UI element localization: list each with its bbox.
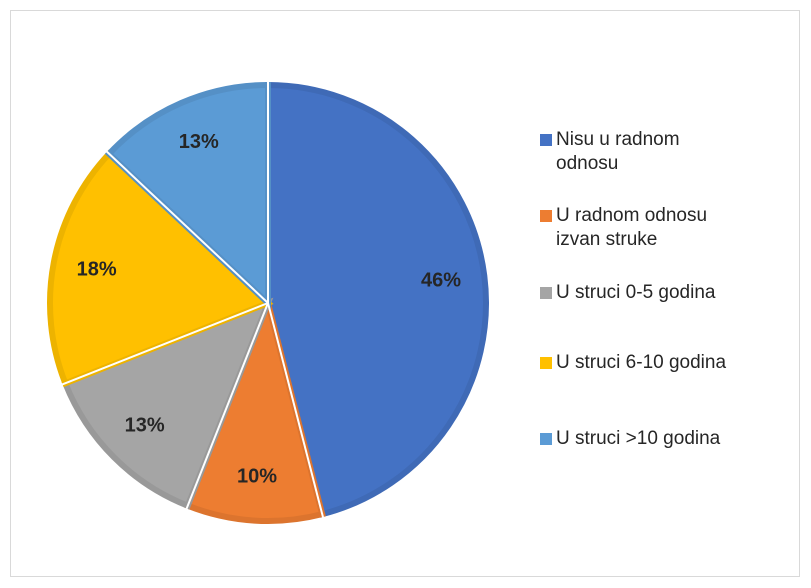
legend-item: U radnom odnosu izvan struke [540,204,736,252]
slice-separator [185,302,269,510]
legend-label: Nisu u radnom odnosu [556,129,680,174]
data-label: 46% [421,269,461,291]
pie-slice [183,293,326,524]
data-label: 18% [77,259,117,281]
legend-swatch [540,287,552,299]
legend-item: U struci >10 godina [540,427,720,451]
data-label: 13% [125,415,165,437]
pie-slice [104,81,271,310]
legend-swatch [540,134,552,146]
legend-label: U struci 6-10 godina [556,352,727,373]
pie-slice [47,149,274,388]
legend-item: U struci 6-10 godina [540,351,726,375]
legend-swatch [540,433,552,445]
legend-swatch [540,210,552,222]
legend-swatch [540,357,552,369]
legend-label: U struci >10 godina [556,428,721,449]
legend-label: U struci 0-5 godina [556,282,716,303]
slice-separator [267,302,325,519]
data-label: 10% [237,465,277,487]
data-label: 13% [179,131,219,153]
slice-separator [105,150,269,304]
pie-slice [61,297,274,510]
legend-label: U radnom odnosu izvan struke [556,205,708,250]
legend-item: U struci 0-5 godina [540,281,715,305]
legend-item: Nisu u radnom odnosu [540,128,736,176]
pie-slice [265,81,489,518]
slice-separator [61,302,269,386]
